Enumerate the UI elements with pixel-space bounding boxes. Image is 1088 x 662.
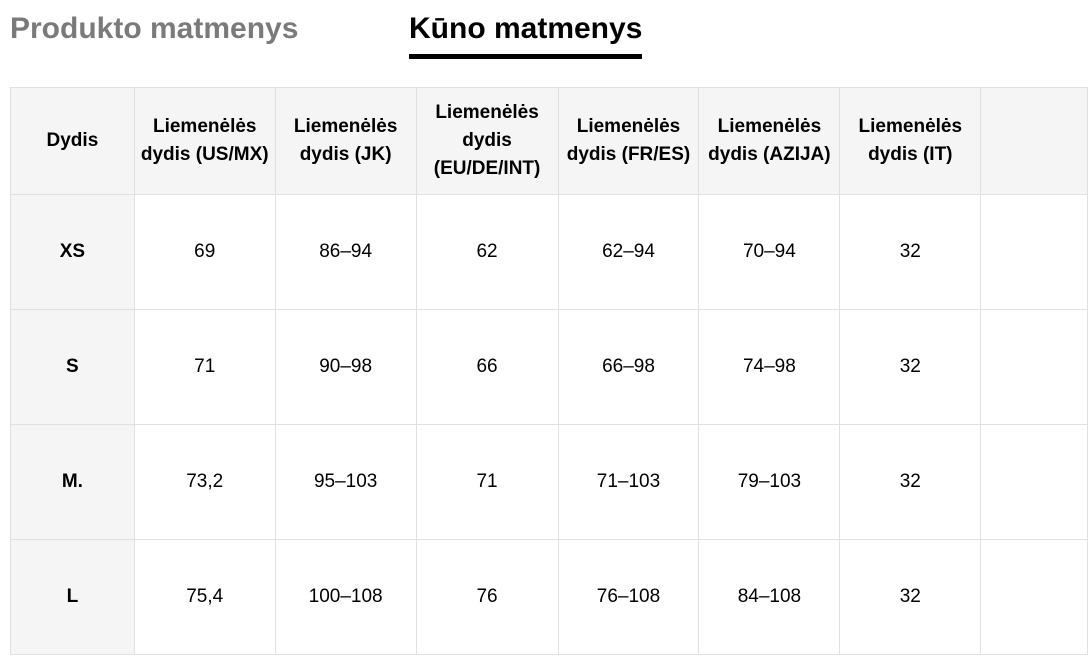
table-cell: 79–103 — [698, 424, 841, 540]
table-cell: 32 — [839, 309, 982, 425]
table-cell — [980, 539, 1088, 655]
table-cell: 84–108 — [698, 539, 841, 655]
table-cell — [980, 309, 1088, 425]
table-cell: 71 — [133, 309, 276, 425]
table-cell — [980, 194, 1088, 310]
column-header: Liemenėlės dydis (IT) — [839, 87, 982, 195]
table-cell: 69 — [133, 194, 276, 310]
table-cell: 32 — [839, 194, 982, 310]
table-cell: 73,2 — [133, 424, 276, 540]
table-cell: 86–94 — [274, 194, 417, 310]
size-label: M. — [10, 424, 135, 540]
tab-body-dimensions[interactable]: Kūno matmenys — [409, 12, 643, 59]
column-header: Dydis — [10, 87, 135, 195]
table-row: S 71 90–98 66 66–98 74–98 32 — [10, 309, 1088, 425]
size-label: L — [10, 539, 135, 655]
table-cell: 32 — [839, 424, 982, 540]
table-row: L 75,4 100–108 76 76–108 84–108 32 — [10, 539, 1088, 655]
table-cell: 76 — [415, 539, 559, 655]
table-cell: 74–98 — [698, 309, 841, 425]
table-cell: 32 — [839, 539, 982, 655]
table-cell — [980, 424, 1088, 540]
table-cell: 62–94 — [557, 194, 700, 310]
table-cell: 70–94 — [698, 194, 841, 310]
table-row: XS 69 86–94 62 62–94 70–94 32 — [10, 194, 1088, 310]
column-header: Liemenėlės dydis (EU/DE/INT) — [415, 87, 559, 195]
column-header: Liemenėlės dydis (FR/ES) — [557, 87, 700, 195]
table-cell: 62 — [415, 194, 559, 310]
size-chart-table: Dydis Liemenėlės dydis (US/MX) Liemenėlės … — [10, 87, 1088, 655]
size-label: S — [10, 309, 135, 425]
column-header — [980, 87, 1088, 195]
column-header: Liemenėlės dydis (JK) — [274, 87, 417, 195]
table-cell: 95–103 — [274, 424, 417, 540]
table-cell: 66 — [415, 309, 559, 425]
table-cell: 75,4 — [133, 539, 276, 655]
table-cell: 71–103 — [557, 424, 700, 540]
table-cell: 76–108 — [557, 539, 700, 655]
size-label: XS — [10, 194, 135, 310]
column-header: Liemenėlės dydis (US/MX) — [133, 87, 276, 195]
tab-product-dimensions[interactable]: Produkto matmenys — [10, 12, 299, 45]
table-cell: 100–108 — [274, 539, 417, 655]
table-header-row: Dydis Liemenėlės dydis (US/MX) Liemenėlės … — [10, 87, 1088, 195]
table-cell: 71 — [415, 424, 559, 540]
table-cell: 66–98 — [557, 309, 700, 425]
table-row: M. 73,2 95–103 71 71–103 79–103 32 — [10, 424, 1088, 540]
column-header: Liemenėlės dydis (AZIJA) — [698, 87, 841, 195]
table-cell: 90–98 — [274, 309, 417, 425]
